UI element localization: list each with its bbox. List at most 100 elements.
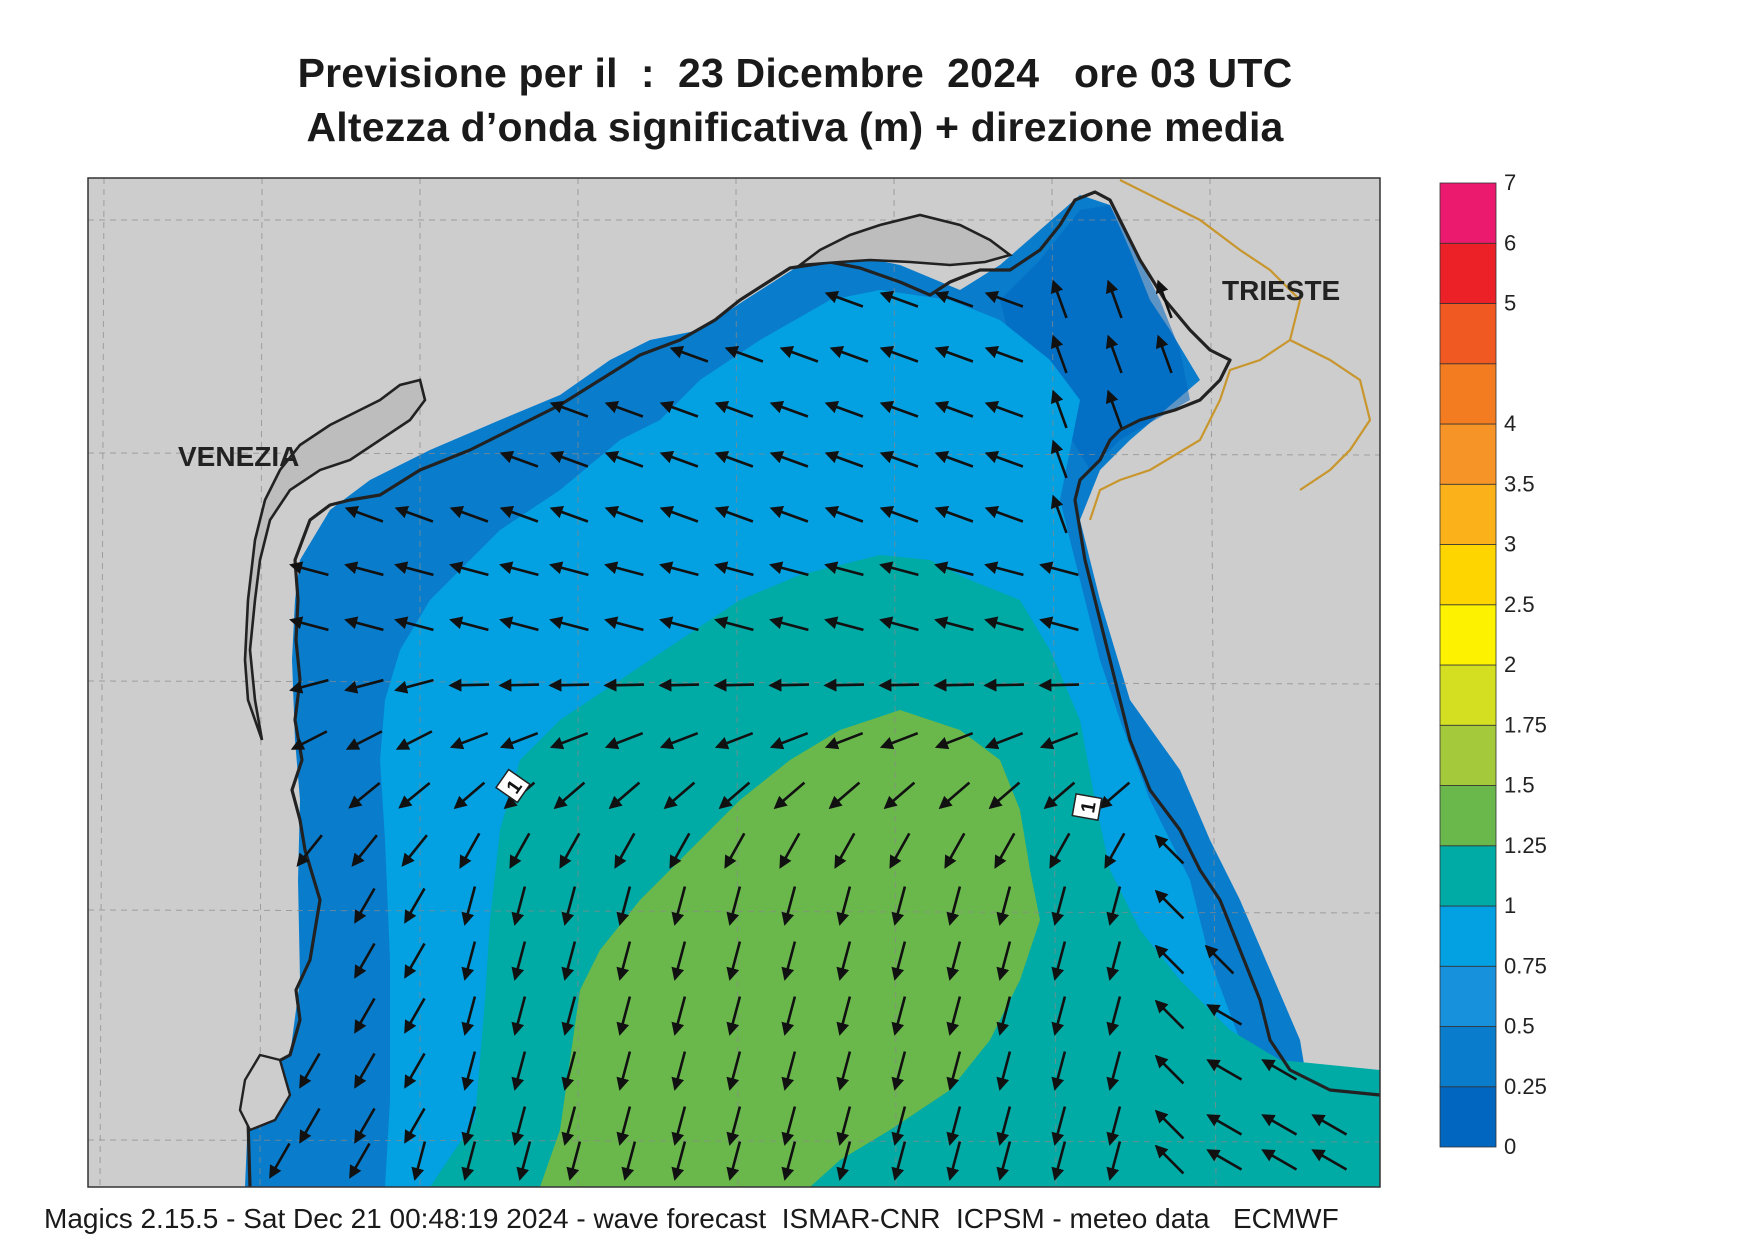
wave-arrow: [561, 1051, 577, 1091]
wave-arrow: [1106, 1106, 1122, 1146]
wave-arrow: [824, 450, 864, 468]
wave-arrow: [549, 400, 589, 418]
wave-arrow: [1105, 279, 1123, 319]
wave-arrow: [1039, 561, 1079, 577]
wave-arrow: [669, 832, 691, 869]
legend-swatch: [1439, 1086, 1497, 1148]
wave-arrow: [996, 1141, 1012, 1181]
wave-arrow: [946, 886, 962, 926]
wave-arrow: [671, 1106, 687, 1146]
wave-arrow: [996, 941, 1012, 981]
city-label-venezia: VENEZIA: [178, 441, 299, 472]
legend-tick-label: 1.75: [1504, 712, 1547, 737]
wave-arrow: [769, 450, 809, 468]
wave-arrow: [608, 781, 641, 810]
wave-arrow: [879, 505, 919, 523]
wave-arrow: [773, 781, 806, 810]
wave-arrow: [781, 1106, 797, 1146]
legend-swatch: [1439, 242, 1497, 304]
wave-arrow: [1154, 944, 1185, 975]
wave-arrow: [1155, 334, 1173, 374]
wave-arrow: [714, 616, 754, 632]
wave-arrow: [1051, 886, 1067, 926]
wave-arrow: [1050, 389, 1068, 429]
wave-arrow: [604, 450, 644, 468]
title-line-1: Previsione per il : 23 Dicembre 2024 ore…: [297, 50, 1293, 96]
wave-arrow: [461, 1051, 477, 1091]
map-frame: [87, 177, 1381, 1188]
wave-arrow: [549, 561, 589, 577]
legend-swatch: [1439, 785, 1497, 847]
legend-tick-label: 3: [1504, 532, 1516, 557]
wave-arrow: [671, 1051, 687, 1091]
wave-arrow: [448, 678, 490, 692]
wave-arrow: [1049, 832, 1071, 869]
wave-arrow: [879, 450, 919, 468]
wave-arrow: [449, 505, 489, 523]
wave-arrow: [1039, 731, 1079, 750]
legend-swatch: [1439, 604, 1497, 666]
wave-arrow: [724, 832, 746, 869]
legend-swatch: [1439, 363, 1497, 425]
wave-arrow: [769, 731, 809, 750]
wave-arrow: [1038, 678, 1080, 692]
wave-arrow: [344, 561, 384, 577]
wave-arrow: [934, 505, 974, 523]
city-label-trieste: TRIESTE: [1222, 275, 1340, 306]
wave-arrow: [459, 832, 481, 869]
wave-arrow: [946, 1141, 962, 1181]
wave-arrow: [714, 505, 754, 523]
wave-arrow: [1051, 941, 1067, 981]
wave-arrow: [836, 941, 852, 981]
wave-arrow: [836, 996, 852, 1036]
wave-arrow: [394, 561, 434, 577]
wave-arrow: [461, 1141, 477, 1181]
wave-arrow: [824, 290, 864, 308]
wave-arrow: [988, 781, 1021, 810]
legend-swatch: [1439, 664, 1497, 726]
wave-arrow: [726, 1141, 742, 1181]
wave-arrow: [714, 731, 754, 750]
wave-arrow: [398, 781, 431, 809]
wave-arrow: [891, 1141, 907, 1181]
wave-arrow: [984, 450, 1024, 468]
wave-arrow: [769, 616, 809, 632]
wave-arrow: [354, 942, 376, 979]
wave-arrow: [509, 832, 531, 869]
wave-arrow: [659, 561, 699, 577]
wave-arrow: [461, 886, 477, 926]
svg-text:1: 1: [1077, 800, 1101, 815]
wave-arrow: [938, 781, 971, 810]
legend-swatch: [1439, 423, 1497, 485]
wave-arrow: [404, 1107, 426, 1144]
legend-swatch: [1439, 544, 1497, 606]
wave-arrow: [718, 781, 751, 810]
wave-arrow: [726, 996, 742, 1036]
wave-arrow: [934, 290, 974, 308]
wave-arrow: [891, 941, 907, 981]
wave-arrow: [616, 1106, 632, 1146]
wave-arrow: [449, 731, 489, 750]
wave-arrow: [984, 616, 1024, 632]
wave-arrow: [299, 1052, 321, 1089]
wave-arrow: [349, 1142, 371, 1179]
wave-arrow: [824, 505, 864, 523]
wave-arrow: [946, 1051, 962, 1091]
wave-arrow: [713, 678, 755, 692]
wave-arrow: [616, 996, 632, 1036]
wave-arrow: [461, 1106, 477, 1146]
wave-arrow: [354, 1107, 376, 1144]
wave-arrow: [669, 345, 709, 363]
wave-arrow: [1050, 279, 1068, 319]
wave-arrow: [879, 731, 919, 750]
wave-arrow: [769, 561, 809, 577]
wave-arrow: [548, 678, 590, 692]
wave-arrow: [983, 678, 1025, 692]
wave-arrow: [828, 781, 861, 810]
wave-arrow: [824, 561, 864, 577]
wave-arrow: [836, 1141, 852, 1181]
wave-arrow: [1206, 1149, 1243, 1171]
wave-arrow: [1098, 781, 1131, 810]
legend-tick-label: 1.5: [1504, 773, 1535, 798]
